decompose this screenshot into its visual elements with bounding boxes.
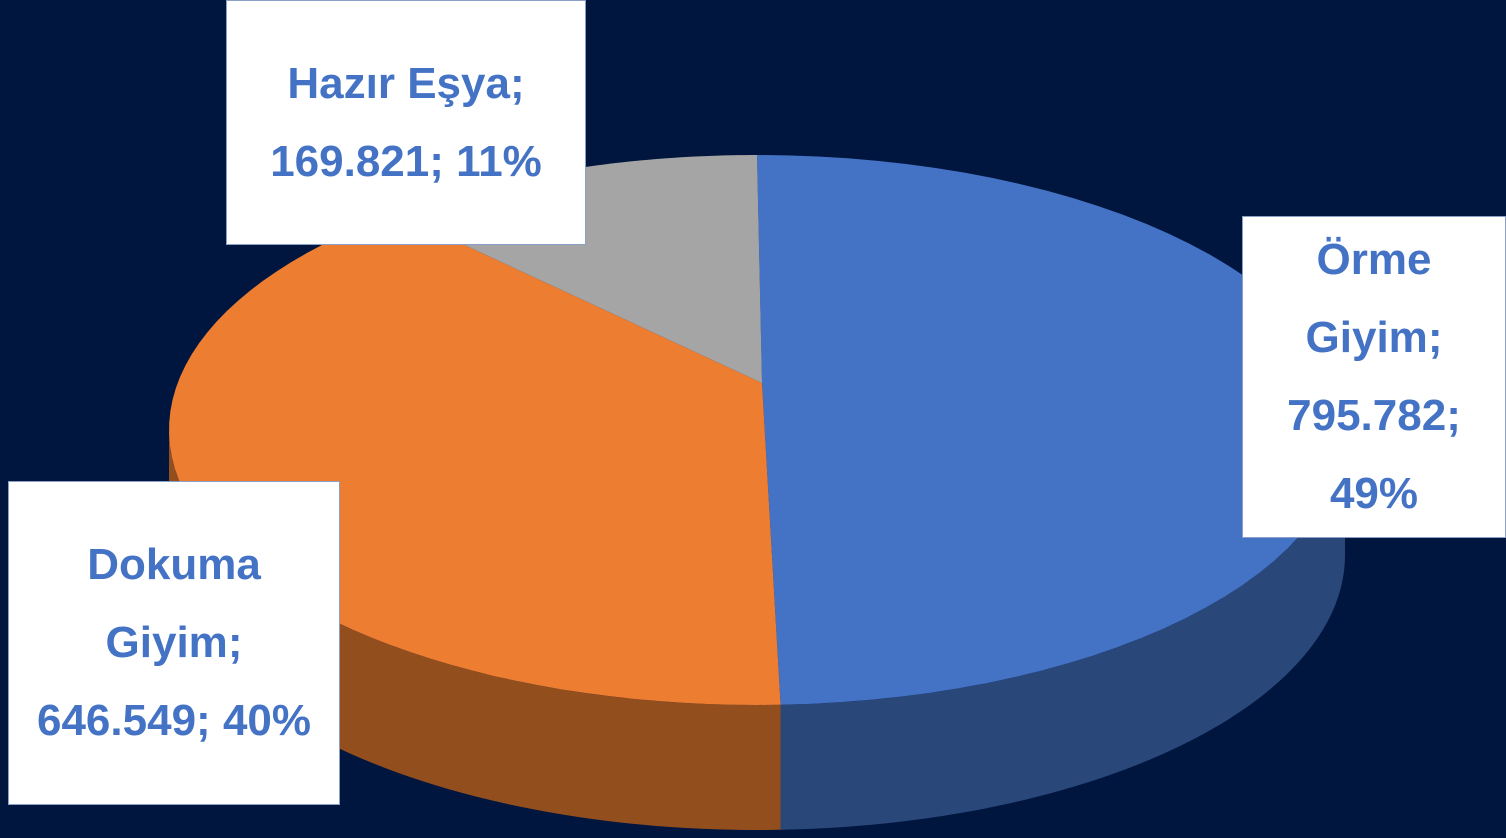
data-label: Örme Giyim; 795.782; 49% (1242, 216, 1506, 538)
percent: 40% (222, 696, 312, 745)
slice-side (780, 430, 1345, 830)
separator: ; (1446, 391, 1461, 440)
separator: ; (227, 618, 243, 667)
value: 646.549 (36, 696, 197, 745)
separator: ; (196, 696, 211, 745)
separator: ; (509, 58, 525, 108)
category: Dokuma Giyim (87, 540, 261, 667)
separator: ; (429, 136, 444, 186)
data-label-text: Örme Giyim; 795.782; 49% (1265, 221, 1483, 533)
data-label-text: Dokuma Giyim; 646.549; 40% (31, 526, 317, 760)
data-label: Hazır Eşya; 169.821; 11% (226, 0, 586, 245)
category: Örme Giyim (1305, 235, 1432, 362)
data-label: Dokuma Giyim; 646.549; 40% (8, 481, 340, 805)
data-label-text: Hazır Eşya; 169.821; 11% (249, 45, 563, 201)
slice (757, 155, 1345, 705)
value: 795.782 (1287, 391, 1447, 440)
percent: 11% (456, 136, 542, 186)
category: Hazır Eşya (287, 58, 510, 108)
separator: ; (1427, 313, 1443, 362)
percent: 49% (1329, 469, 1419, 518)
value: 169.821 (270, 136, 430, 186)
